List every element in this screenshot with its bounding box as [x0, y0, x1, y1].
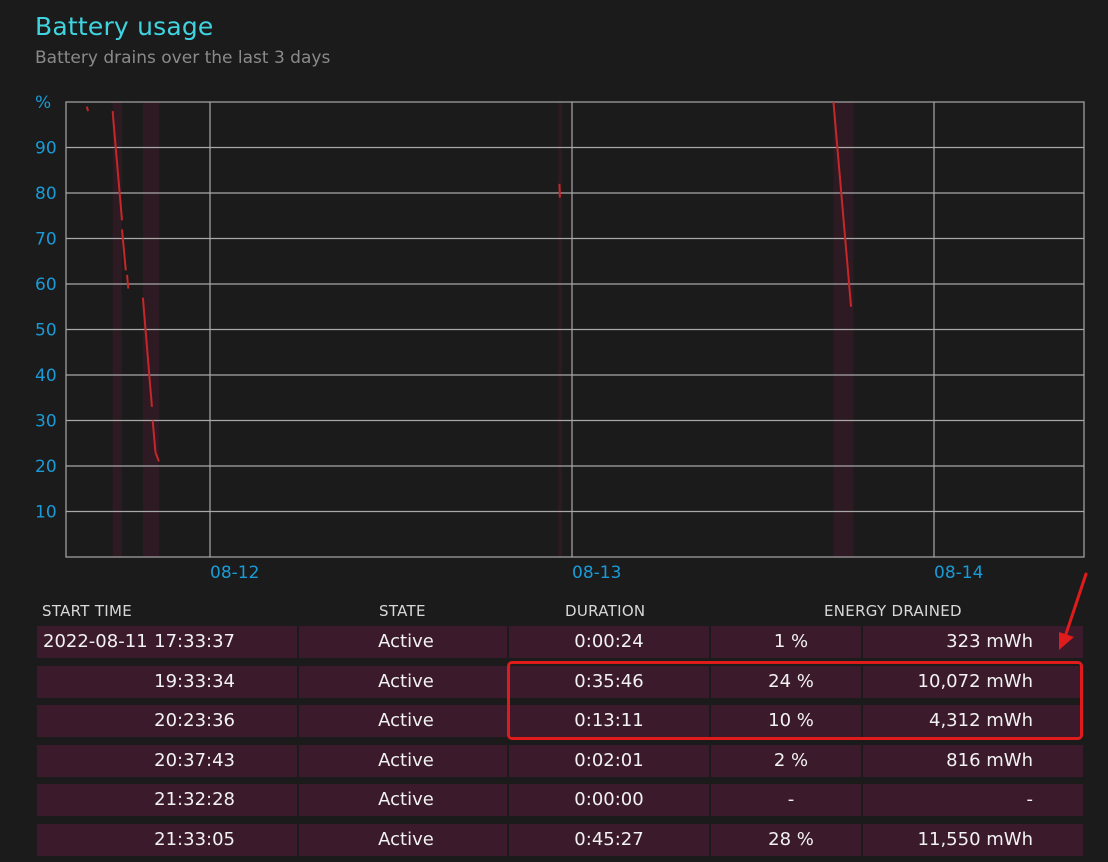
y-tick-label: 20 [35, 457, 57, 477]
drain-lines [87, 102, 1108, 461]
state-cell: Active [299, 705, 507, 737]
y-axis-labels: % 90 80 70 60 50 40 30 20 10 [35, 93, 57, 523]
state-cell: Active [299, 666, 507, 698]
drain-segment [559, 184, 560, 198]
y-tick-label: 70 [35, 230, 57, 250]
start-time-cell: 19:33:34 [37, 666, 297, 698]
col-start-time: START TIME [42, 602, 132, 620]
percent-cell: 2 % [711, 745, 861, 777]
page-subtitle: Battery drains over the last 3 days [35, 48, 330, 68]
red-arrow-annotation [1050, 568, 1100, 658]
start-time-cell: 20:37:43 [37, 745, 297, 777]
energy-cell: 10,072 mWh [863, 666, 1083, 698]
energy-cell: 11,550 mWh [863, 824, 1083, 856]
y-tick-label: 10 [35, 503, 57, 523]
drain-segment [87, 107, 88, 112]
drain-segment [122, 229, 126, 270]
energy-cell: 4,312 mWh [863, 705, 1083, 737]
y-tick-label: 80 [35, 184, 57, 204]
page-title: Battery usage [35, 12, 214, 41]
x-axis-labels: 08-12 08-13 08-14 [210, 563, 983, 583]
state-cell: Active [299, 626, 507, 658]
col-energy-drained: ENERGY DRAINED [824, 602, 962, 620]
x-tick-label: 08-14 [934, 563, 983, 583]
x-tick-label: 08-12 [210, 563, 259, 583]
y-tick-label: 50 [35, 321, 57, 341]
drain-segment [127, 275, 128, 289]
duration-cell: 0:35:46 [509, 666, 709, 698]
col-state: STATE [379, 602, 426, 620]
duration-cell: 0:00:00 [509, 784, 709, 816]
battery-chart: % 90 80 70 60 50 40 30 20 10 08-12 08-13 08-14 [0, 85, 1108, 585]
y-tick-label: 30 [35, 412, 57, 432]
chart-grid [66, 102, 1084, 557]
y-tick-label: 40 [35, 366, 57, 386]
energy-cell: 816 mWh [863, 745, 1083, 777]
state-cell: Active [299, 824, 507, 856]
start-time-cell: 20:23:36 [37, 705, 297, 737]
percent-cell: 10 % [711, 705, 861, 737]
energy-cell: - [863, 784, 1083, 816]
duration-cell: 0:45:27 [509, 824, 709, 856]
y-tick-label: 90 [35, 139, 57, 159]
table-header: START TIME STATE DURATION ENERGY DRAINED [37, 598, 1083, 624]
x-tick-label: 08-13 [572, 563, 621, 583]
percent-cell: 1 % [711, 626, 861, 658]
state-cell: Active [299, 745, 507, 777]
duration-cell: 0:13:11 [509, 705, 709, 737]
percent-cell: 24 % [711, 666, 861, 698]
battery-usage-table: START TIME STATE DURATION ENERGY DRAINED… [37, 598, 1083, 862]
percent-cell: - [711, 784, 861, 816]
state-cell: Active [299, 784, 507, 816]
percent-cell: 28 % [711, 824, 861, 856]
y-tick-label: 60 [35, 275, 57, 295]
start-date: 2022-08-11 [43, 626, 148, 658]
start-time-cell: 21:33:05 [37, 824, 297, 856]
start-time-cell: 21:32:28 [37, 784, 297, 816]
col-duration: DURATION [565, 602, 645, 620]
duration-cell: 0:02:01 [509, 745, 709, 777]
y-tick-label: % [35, 93, 51, 113]
duration-cell: 0:00:24 [509, 626, 709, 658]
